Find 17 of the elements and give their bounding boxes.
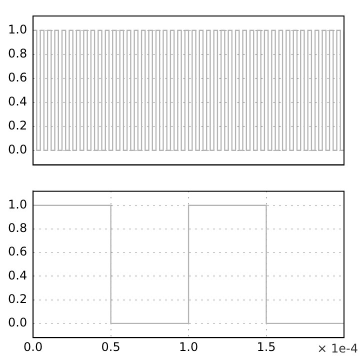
y-tick-label: 0.0	[8, 316, 28, 330]
y-tick-label: 0.4	[8, 268, 28, 282]
x-tick-label: 0.5	[101, 340, 120, 354]
x-tick-label: 0.0	[24, 340, 43, 354]
y-tick-label: 0.6	[8, 244, 28, 259]
y-tick-label: 0.8	[8, 221, 28, 236]
y-tick-label: 0.8	[8, 46, 28, 61]
y-tick-label: 0.0	[8, 142, 28, 157]
y-tick-label: 0.4	[8, 94, 28, 109]
y-tick-label: 0.6	[8, 70, 28, 85]
y-tick-label: 0.2	[8, 118, 28, 133]
x-tick-label: 1.0	[178, 340, 198, 354]
text: × 1e-4	[317, 342, 358, 356]
y-tick-label: 1.0	[8, 197, 28, 212]
x-tick-label: 1.5	[256, 340, 276, 354]
y-tick-label: 0.2	[8, 292, 28, 306]
y-tick-label: 1.0	[8, 22, 28, 37]
